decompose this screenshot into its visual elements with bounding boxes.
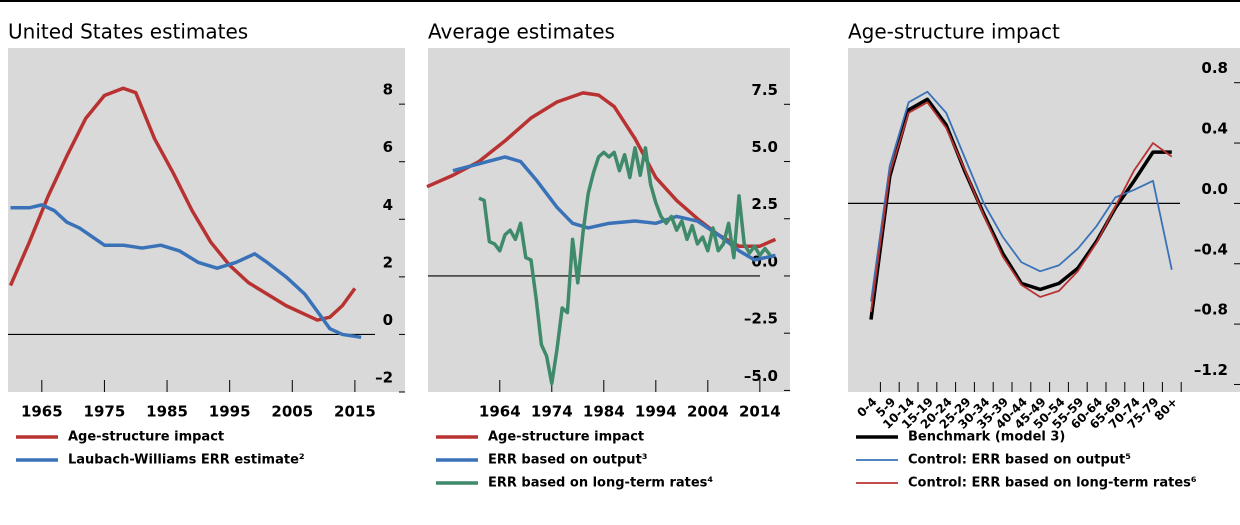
legend-label: Age-structure impact — [488, 430, 644, 445]
x-tick-label: 1995 — [209, 403, 251, 421]
y-tick-label: –0.8 — [1194, 301, 1228, 319]
y-tick-label: 0 — [383, 311, 393, 329]
legend-label: Benchmark (model 3) — [908, 430, 1065, 445]
legend-label: Control: ERR based on long-term rates⁶ — [908, 476, 1197, 491]
chart-title: Age-structure impact — [848, 20, 1060, 44]
x-tick-label: 2015 — [334, 403, 376, 421]
y-tick-label: 2 — [383, 253, 393, 271]
legend-label: ERR based on long-term rates⁴ — [488, 476, 713, 491]
y-tick-label: 0.0 — [1201, 180, 1228, 198]
series-line — [870, 101, 1173, 313]
plot-area — [848, 48, 1240, 392]
x-tick-label: 1994 — [635, 403, 677, 421]
y-tick-label: –2 — [375, 369, 393, 387]
x-tick-label: 1985 — [146, 403, 188, 421]
plot-area — [8, 48, 405, 392]
x-tick-label: 1975 — [84, 403, 126, 421]
legend-label: Control: ERR based on output⁵ — [908, 453, 1131, 468]
y-tick-label: 5.0 — [751, 138, 778, 156]
x-tick-label: 2005 — [271, 403, 313, 421]
y-tick-label: 2.5 — [751, 195, 778, 213]
legend-label: Age-structure impact — [68, 430, 224, 445]
x-tick-label: 1965 — [21, 403, 63, 421]
y-tick-label: –1.2 — [1194, 361, 1228, 379]
chart-title: Average estimates — [428, 20, 615, 44]
series-line — [478, 146, 772, 386]
y-tick-label: 6 — [383, 138, 393, 156]
series-line — [8, 86, 357, 322]
x-tick-label: 1984 — [583, 403, 625, 421]
x-tick-label: 2004 — [687, 403, 729, 421]
y-tick-label: 0.4 — [1201, 120, 1228, 138]
x-tick-label: 2014 — [739, 403, 781, 421]
y-tick-label: 0.8 — [1201, 59, 1228, 77]
y-tick-label: –5.0 — [744, 367, 778, 385]
y-tick-label: –0.4 — [1194, 240, 1228, 258]
y-tick-label: 7.5 — [751, 81, 778, 99]
legend-label: Laubach-Williams ERR estimate² — [68, 453, 305, 468]
y-tick-label: 8 — [383, 81, 393, 99]
y-tick-label: –2.5 — [744, 310, 778, 328]
x-tick-label: 1964 — [479, 403, 521, 421]
legend-label: ERR based on output³ — [488, 453, 647, 468]
x-tick-label: 1974 — [531, 403, 573, 421]
y-tick-label: 4 — [383, 196, 393, 214]
series-line — [452, 155, 776, 262]
series-line — [10, 203, 362, 340]
chart-title: United States estimates — [8, 20, 248, 44]
